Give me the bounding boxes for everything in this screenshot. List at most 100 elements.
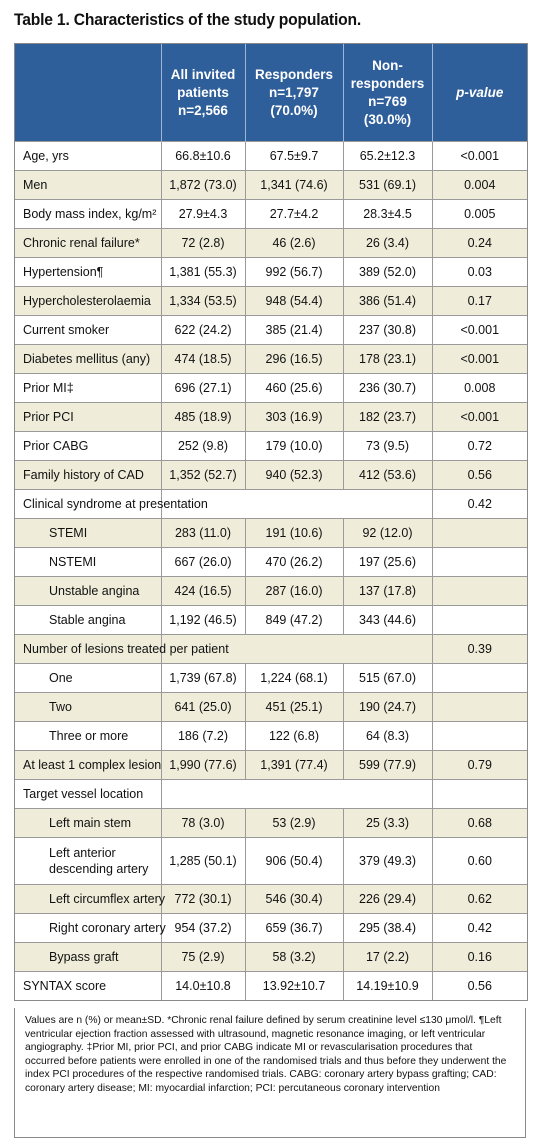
cell-non-responders: 515 (67.0) — [342, 663, 432, 693]
cell-non-responders: 386 (51.4) — [342, 286, 432, 316]
cell-p-value — [431, 576, 527, 606]
cell-p-value: 0.79 — [431, 750, 527, 780]
cell-all-invited: 424 (16.5) — [160, 576, 245, 606]
cell-all-invited: 485 (18.9) — [160, 402, 245, 432]
cell-responders: 451 (25.1) — [244, 692, 343, 722]
table-row: Diabetes mellitus (any) 474 (18.5) 296 (16… — [15, 344, 527, 374]
row-label: Left anterior descending artery — [15, 837, 161, 885]
cell-p-value: <0.001 — [431, 141, 527, 171]
cell-responders: 191 (10.6) — [244, 518, 343, 548]
row-label: Right coronary artery — [15, 913, 166, 943]
cell-non-responders: 14.19±10.9 — [342, 971, 432, 1000]
cell-all-invited: 1,192 (46.5) — [160, 605, 245, 635]
cell-non-responders: 531 (69.1) — [342, 170, 432, 200]
header-line: Non- — [372, 57, 403, 73]
row-spacer — [160, 634, 432, 664]
cell-all-invited: 14.0±10.8 — [160, 971, 245, 1000]
header-line: n=2,566 — [178, 102, 228, 118]
cell-responders: 1,391 (77.4) — [244, 750, 343, 780]
row-spacer — [160, 779, 432, 809]
cell-non-responders: 26 (3.4) — [342, 228, 432, 258]
table-row: Prior CABG 252 (9.8) 179 (10.0) 73 (9.5) 0.7… — [15, 431, 527, 461]
cell-p-value: 0.42 — [431, 489, 527, 519]
cell-responders: 948 (54.4) — [244, 286, 343, 316]
table-row: One 1,739 (67.8) 1,224 (68.1) 515 (67.0) — [15, 663, 527, 693]
row-label: Diabetes mellitus (any) — [15, 344, 161, 374]
row-label: Target vessel location — [15, 779, 161, 809]
cell-non-responders: 73 (9.5) — [342, 431, 432, 461]
row-label: Chronic renal failure* — [15, 228, 161, 258]
row-label: Current smoker — [15, 315, 161, 345]
cell-p-value: <0.001 — [431, 315, 527, 345]
cell-responders: 303 (16.9) — [244, 402, 343, 432]
cell-all-invited: 66.8±10.6 — [160, 141, 245, 171]
cell-responders: 906 (50.4) — [244, 837, 343, 885]
table-row: At least 1 complex lesion 1,990 (77.6) 1,3… — [15, 750, 527, 780]
cell-non-responders: 389 (52.0) — [342, 257, 432, 287]
cell-p-value: 0.005 — [431, 199, 527, 229]
row-label: Prior MI‡ — [15, 373, 161, 403]
cell-responders: 27.7±4.2 — [244, 199, 343, 229]
cell-non-responders: 379 (49.3) — [342, 837, 432, 885]
cell-non-responders: 28.3±4.5 — [342, 199, 432, 229]
cell-all-invited: 667 (26.0) — [160, 547, 245, 577]
cell-non-responders: 64 (8.3) — [342, 721, 432, 751]
cell-all-invited: 1,352 (52.7) — [160, 460, 245, 490]
cell-p-value: 0.24 — [431, 228, 527, 258]
row-label: Men — [15, 170, 161, 200]
cell-p-value: 0.004 — [431, 170, 527, 200]
table-row: Stable angina 1,192 (46.5) 849 (47.2) 343 (… — [15, 605, 527, 635]
header-non-responders: Non- responders n=769 (30.0%) — [342, 44, 432, 142]
row-label: Three or more — [15, 721, 161, 751]
row-label: Stable angina — [15, 605, 161, 635]
header-all-invited: All invited patients n=2,566 — [160, 44, 245, 142]
table-footnote: Values are n (%) or mean±SD. *Chronic re… — [14, 1008, 526, 1138]
cell-non-responders: 25 (3.3) — [342, 808, 432, 838]
cell-all-invited: 78 (3.0) — [160, 808, 245, 838]
cell-p-value: 0.68 — [431, 808, 527, 838]
row-spacer — [160, 489, 432, 519]
cell-non-responders: 343 (44.6) — [342, 605, 432, 635]
cell-p-value: 0.62 — [431, 884, 527, 914]
header-line: (30.0%) — [363, 111, 412, 127]
cell-non-responders: 599 (77.9) — [342, 750, 432, 780]
cell-responders: 67.5±9.7 — [244, 141, 343, 171]
header-p-value: p-value — [431, 44, 527, 142]
cell-non-responders: 65.2±12.3 — [342, 141, 432, 171]
cell-p-value: 0.72 — [431, 431, 527, 461]
cell-p-value: 0.39 — [431, 634, 527, 664]
cell-non-responders: 226 (29.4) — [342, 884, 432, 914]
table-header-row: All invited patients n=2,566 Responders … — [15, 44, 527, 142]
cell-all-invited: 27.9±4.3 — [160, 199, 245, 229]
cell-p-value — [431, 547, 527, 577]
cell-p-value: 0.16 — [431, 942, 527, 972]
table-row: Bypass graft 75 (2.9) 58 (3.2) 17 (2.2) 0.16 — [15, 942, 527, 972]
cell-responders: 1,341 (74.6) — [244, 170, 343, 200]
table-row: Clinical syndrome at presentation 0.42 — [15, 489, 527, 519]
table-row: Current smoker 622 (24.2) 385 (21.4) 237 (3… — [15, 315, 527, 345]
cell-p-value — [431, 692, 527, 722]
table-row: Left anterior descending artery 1,285 (50… — [15, 837, 527, 885]
cell-non-responders: 237 (30.8) — [342, 315, 432, 345]
cell-non-responders: 197 (25.6) — [342, 547, 432, 577]
cell-all-invited: 696 (27.1) — [160, 373, 245, 403]
cell-all-invited: 186 (7.2) — [160, 721, 245, 751]
row-label: Prior CABG — [15, 431, 161, 461]
cell-non-responders: 178 (23.1) — [342, 344, 432, 374]
row-label: At least 1 complex lesion — [15, 750, 161, 780]
header-characteristic — [15, 44, 161, 142]
characteristics-table: All invited patients n=2,566 Responders … — [14, 43, 528, 1001]
table-row: Hypercholesterolaemia 1,334 (53.5) 948 (54… — [15, 286, 527, 316]
cell-responders: 940 (52.3) — [244, 460, 343, 490]
row-label: Two — [15, 692, 161, 722]
table-row: Target vessel location — [15, 779, 527, 809]
row-label: Left circumflex artery — [15, 884, 165, 914]
row-label: Hypertension¶ — [15, 257, 161, 287]
table-row: Number of lesions treated per patient 0.3… — [15, 634, 527, 664]
cell-all-invited: 772 (30.1) — [160, 884, 245, 914]
cell-all-invited: 474 (18.5) — [160, 344, 245, 374]
table-row: Two 641 (25.0) 451 (25.1) 190 (24.7) — [15, 692, 527, 722]
row-label: Body mass index, kg/m² — [15, 199, 161, 229]
cell-responders: 58 (3.2) — [244, 942, 343, 972]
cell-responders: 385 (21.4) — [244, 315, 343, 345]
